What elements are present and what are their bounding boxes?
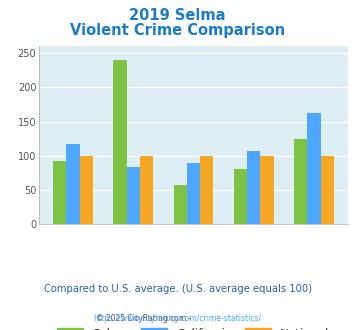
Text: © 2025 CityRating.com -: © 2025 CityRating.com - xyxy=(96,314,193,323)
Text: Violent Crime Comparison: Violent Crime Comparison xyxy=(70,23,285,38)
Bar xyxy=(307,113,321,224)
Bar xyxy=(174,185,187,224)
Bar xyxy=(140,156,153,224)
Bar xyxy=(260,156,274,224)
Bar xyxy=(187,163,200,224)
Bar xyxy=(127,167,140,224)
Bar xyxy=(294,139,307,224)
Bar xyxy=(321,156,334,224)
Text: 2019 Selma: 2019 Selma xyxy=(129,8,226,23)
Bar xyxy=(53,161,66,224)
Text: https://www.cityrating.com/crime-statistics/: https://www.cityrating.com/crime-statist… xyxy=(93,314,262,323)
Bar xyxy=(247,151,260,224)
Bar xyxy=(234,169,247,224)
Bar xyxy=(200,156,213,224)
Bar xyxy=(113,60,127,224)
Bar xyxy=(80,156,93,224)
Bar xyxy=(66,144,80,224)
Legend: Selma, California, National: Selma, California, National xyxy=(53,323,334,330)
Text: Compared to U.S. average. (U.S. average equals 100): Compared to U.S. average. (U.S. average … xyxy=(44,284,311,294)
